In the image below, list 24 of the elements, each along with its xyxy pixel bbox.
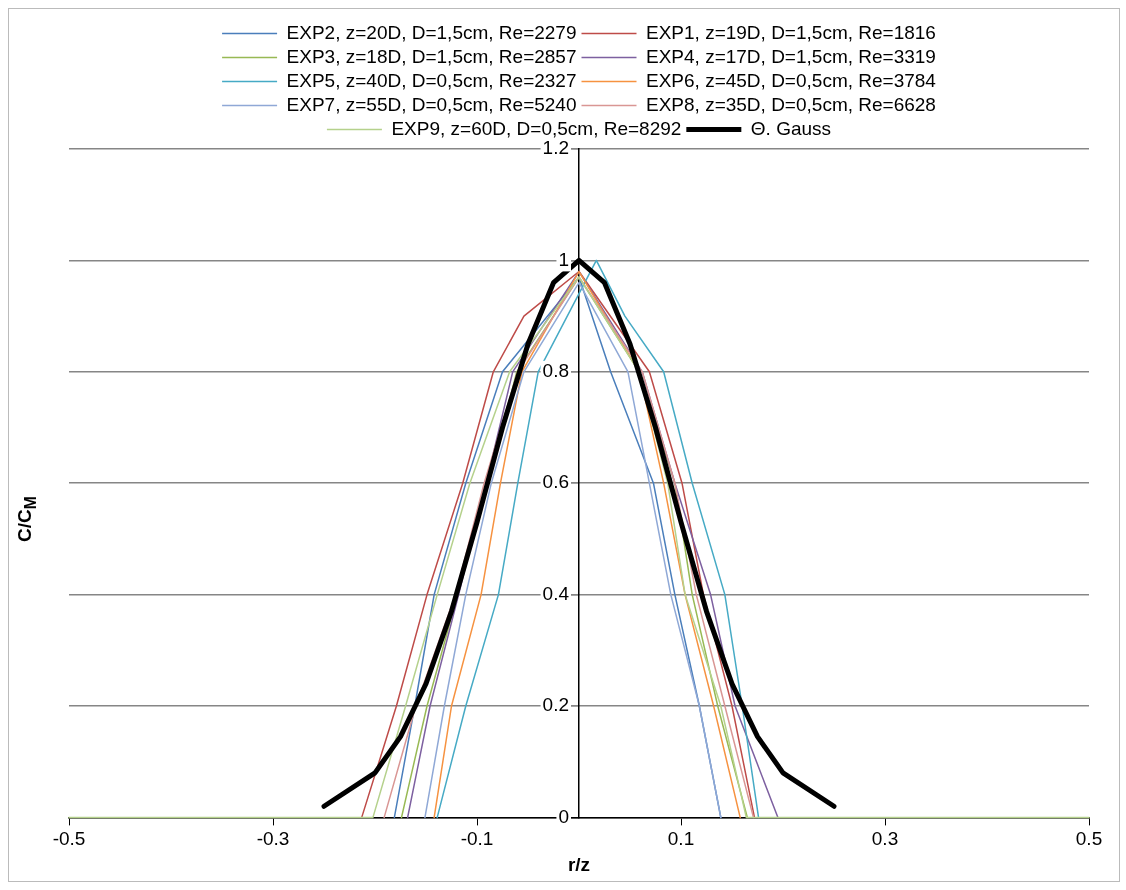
legend-label: EXP7, z=55D, D=0,5cm, Re=5240 [286, 93, 577, 115]
x-axis-title: r/z [567, 853, 591, 875]
x-tick-label: 0.1 [667, 828, 695, 850]
legend-label: EXP6, z=45D, D=0,5cm, Re=3784 [646, 69, 937, 91]
legend-label: EXP3, z=18D, D=1,5cm, Re=2857 [286, 45, 577, 67]
legend-label: EXP8, z=35D, D=0,5cm, Re=6628 [646, 93, 936, 115]
y-tick-label: 0.4 [542, 582, 570, 604]
x-tick-label: -0.1 [460, 828, 494, 850]
y-tick-label: 0.8 [542, 360, 569, 382]
legend-label: EXP1, z=19D, D=1,5cm, Re=1816 [646, 21, 936, 43]
legend-label: EXP2, z=20D, D=1,5cm, Re=2279 [286, 21, 577, 43]
y-tick-label: 1 [558, 248, 569, 270]
y-tick-label: 0.2 [542, 694, 569, 716]
legend-label: EXP4, z=17D, D=1,5cm, Re=3319 [646, 45, 936, 67]
y-tick-label: 0 [558, 805, 569, 827]
x-tick-label: 0.3 [871, 828, 899, 850]
legend-label: EXP5, z=40D, D=0,5cm, Re=2327 [286, 69, 577, 91]
x-tick-label: 0.5 [1075, 828, 1103, 850]
y-tick-label: 0.6 [542, 471, 569, 493]
x-tick-label: -0.3 [256, 828, 290, 850]
legend-label: EXP9, z=60D, D=0,5cm, Re=8292 [391, 117, 682, 139]
y-tick-label: 1.2 [542, 137, 569, 159]
legend-label: Θ. Gauss [750, 117, 832, 139]
x-tick-label: -0.5 [52, 828, 86, 850]
